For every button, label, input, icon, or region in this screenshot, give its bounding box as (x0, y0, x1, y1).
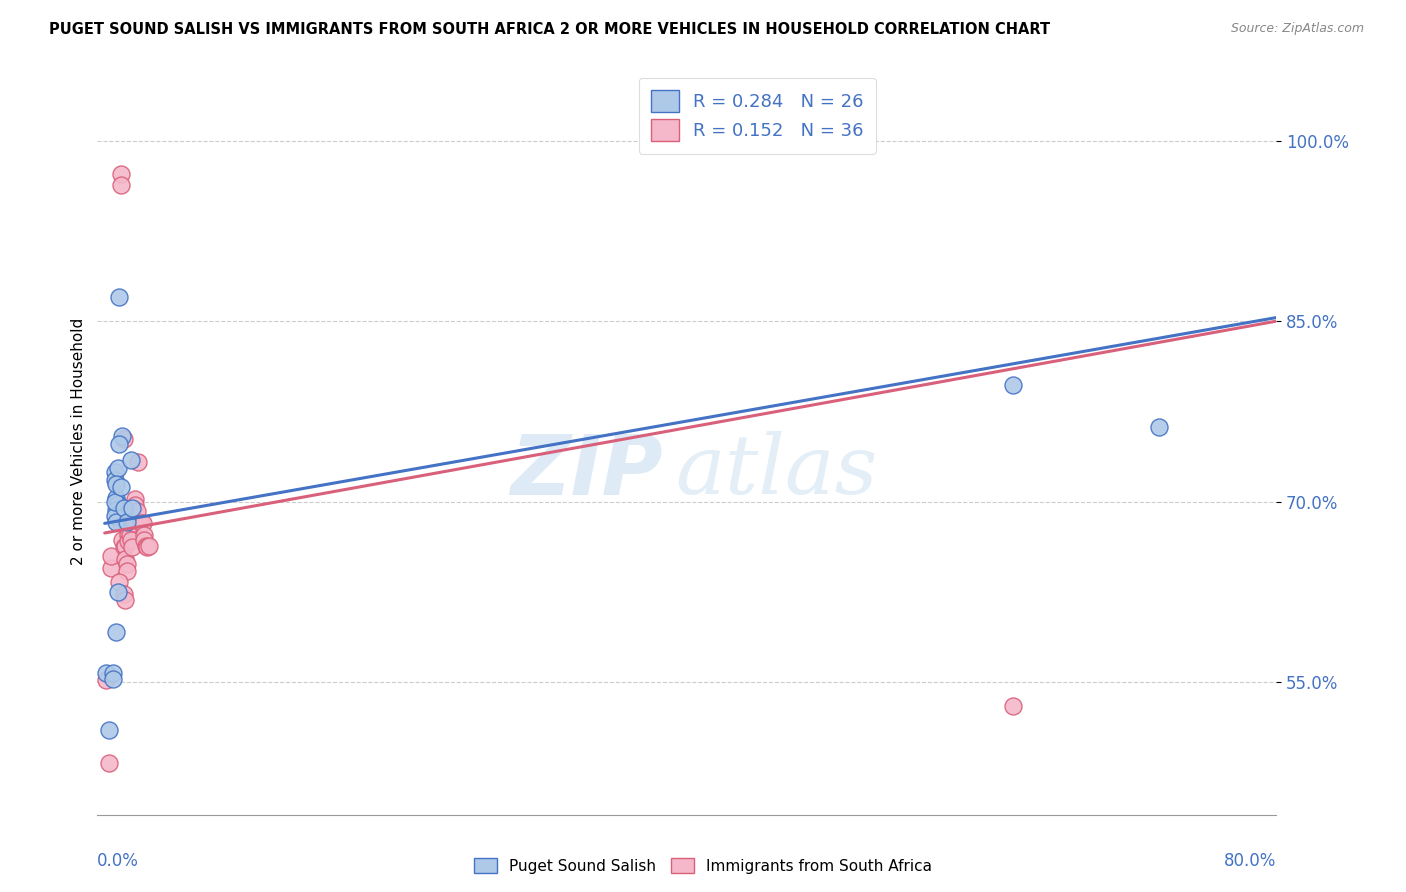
Point (108, 575, 131, 590)
Legend: R = 0.284   N = 26, R = 0.152   N = 36: R = 0.284 N = 26, R = 0.152 N = 36 (638, 78, 876, 154)
Point (105, 503, 128, 517)
Point (104, 494, 127, 508)
Point (138, 539, 160, 553)
Point (104, 473, 127, 487)
Text: 0.0%: 0.0% (97, 852, 139, 870)
Point (114, 552, 136, 566)
Point (118, 528, 141, 542)
Point (127, 455, 149, 469)
Point (104, 465, 127, 479)
Point (103, 665, 125, 680)
Point (103, 672, 125, 686)
Point (105, 515, 128, 529)
Point (112, 587, 135, 601)
Point (110, 178, 132, 193)
Point (1147, 420, 1170, 434)
Point (110, 480, 132, 494)
Point (107, 461, 129, 475)
Point (107, 585, 129, 599)
Point (112, 541, 135, 555)
Point (1001, 378, 1024, 392)
Point (112, 432, 135, 446)
Text: ZIP: ZIP (510, 431, 664, 512)
Point (120, 533, 142, 548)
Point (108, 290, 131, 304)
Point (134, 533, 156, 548)
Text: Source: ZipAtlas.com: Source: ZipAtlas.com (1230, 22, 1364, 36)
Point (100, 549, 122, 563)
Point (115, 515, 138, 529)
Point (115, 558, 138, 572)
Point (111, 428, 134, 442)
Point (108, 437, 131, 451)
Point (94, 673, 117, 687)
Point (105, 476, 128, 491)
Point (114, 593, 136, 607)
Point (124, 492, 146, 507)
Point (125, 504, 148, 518)
Point (120, 452, 142, 467)
Point (105, 624, 128, 639)
Point (94, 665, 117, 680)
Point (114, 539, 136, 553)
Point (98, 756, 121, 770)
Point (134, 528, 156, 542)
Point (104, 509, 127, 524)
Legend: Puget Sound Salish, Immigrants from South Africa: Puget Sound Salish, Immigrants from Sout… (468, 852, 938, 880)
Point (124, 498, 146, 512)
Point (135, 539, 157, 553)
Point (118, 516, 141, 531)
Point (1001, 699, 1024, 714)
Text: atlas: atlas (675, 432, 877, 511)
Point (100, 561, 122, 575)
Point (117, 528, 139, 542)
Point (121, 500, 143, 515)
Text: PUGET SOUND SALISH VS IMMIGRANTS FROM SOUTH AFRICA 2 OR MORE VEHICLES IN HOUSEHO: PUGET SOUND SALISH VS IMMIGRANTS FROM SO… (49, 22, 1050, 37)
Point (107, 497, 129, 511)
Point (105, 491, 128, 505)
Point (115, 565, 138, 579)
Point (136, 541, 159, 555)
Point (112, 500, 135, 515)
Point (122, 516, 145, 531)
Text: 80.0%: 80.0% (1223, 852, 1277, 870)
Point (98, 723, 121, 738)
Point (110, 168, 132, 182)
Point (117, 534, 139, 549)
Point (110, 516, 132, 531)
Point (111, 533, 134, 548)
Y-axis label: 2 or more Vehicles in Household: 2 or more Vehicles in Household (72, 318, 86, 566)
Point (129, 516, 152, 531)
Point (132, 516, 155, 531)
Point (121, 541, 143, 555)
